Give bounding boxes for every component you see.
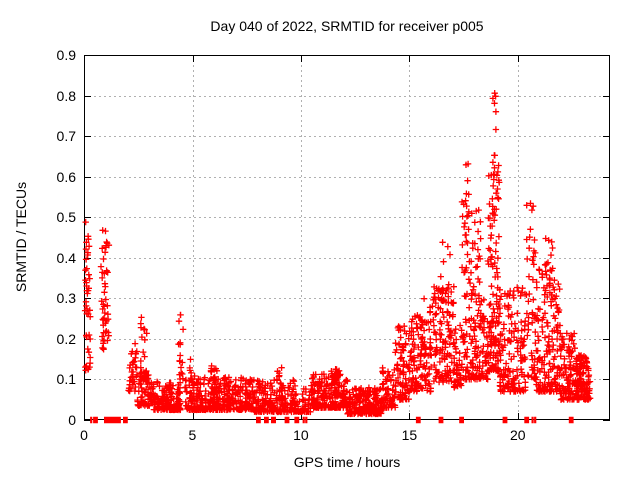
chart-title: Day 040 of 2022, SRMTID for receiver p00… [210, 18, 484, 34]
x-tick-label: 20 [510, 427, 526, 443]
zero-value-markers [90, 416, 574, 424]
y-tick-label: 0 [68, 412, 76, 428]
y-tick-label: 0.4 [56, 249, 76, 266]
y-tick-label: 0.5 [56, 209, 76, 226]
scatter-points [81, 90, 594, 418]
y-tick-label: 0.9 [56, 47, 76, 63]
x-tick-label: 5 [188, 427, 197, 443]
x-tick-label: 15 [401, 427, 418, 443]
plot-border [84, 55, 610, 420]
x-tick-label: 0 [80, 427, 88, 443]
y-tick-label: 0.3 [56, 290, 76, 307]
x-tick-label: 10 [293, 427, 309, 443]
y-tick-label: 0.6 [56, 168, 76, 185]
y-tick-label: 0.2 [56, 330, 76, 347]
y-tick-label: 0.7 [56, 128, 76, 145]
y-tick-label: 0.1 [56, 371, 76, 388]
y-tick-label: 0.8 [56, 87, 76, 104]
x-axis-label: GPS time / hours [293, 454, 401, 470]
axis-ticks [84, 55, 610, 421]
y-axis-label: SRMTID / TECUs [13, 181, 29, 293]
